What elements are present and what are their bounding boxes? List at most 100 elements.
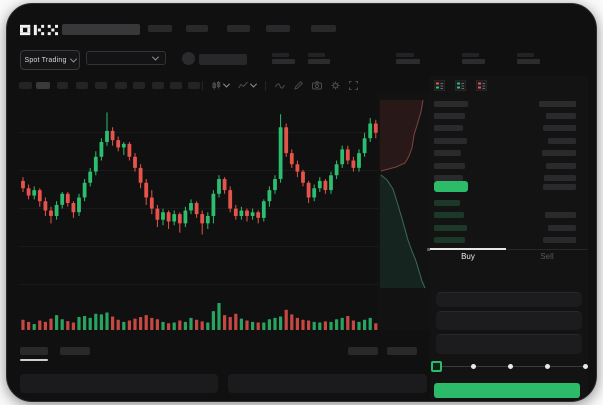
bid-price-bar [434, 237, 465, 244]
footer-block[interactable] [387, 347, 417, 355]
chevron-down-icon [249, 80, 258, 88]
orderbook-view-toggles [434, 80, 487, 91]
candles-svg[interactable] [18, 100, 380, 292]
chart-tools [202, 79, 358, 92]
pair-dropdown[interactable] [86, 51, 166, 65]
bid-row[interactable] [430, 222, 588, 234]
depth-svg[interactable] [378, 93, 434, 330]
ask-row[interactable] [430, 172, 588, 184]
orderbook-col-price [434, 101, 468, 107]
book-bids-toggle[interactable] [455, 80, 466, 91]
candle-style-button[interactable] [212, 80, 231, 90]
slider-stop-dot[interactable] [508, 364, 513, 369]
book-asks-toggle[interactable] [476, 80, 487, 91]
bid-price-bar [434, 224, 467, 231]
ticker-stat [272, 53, 302, 65]
nav-item[interactable] [227, 25, 250, 32]
interval-button[interactable] [133, 82, 145, 89]
bid-amount-bar [543, 237, 576, 244]
ask-amount-bar [542, 150, 576, 157]
bid-row[interactable] [430, 209, 588, 221]
ask-price-bar [434, 175, 463, 181]
interval-button[interactable] [57, 82, 68, 89]
buy-button[interactable] [434, 383, 580, 398]
ask-row[interactable] [430, 110, 588, 122]
chevron-down-icon [151, 53, 160, 61]
ask-amount-bar [546, 113, 576, 119]
footer-tab[interactable] [20, 347, 48, 355]
volume-svg[interactable] [18, 300, 380, 330]
bid-price-bar [434, 212, 464, 219]
trading-mode-label: Spot Trading [24, 56, 67, 64]
slider-stop-dot[interactable] [470, 364, 476, 369]
bottom-panel[interactable] [228, 374, 427, 393]
trading-mode-selector[interactable]: Spot Trading [20, 50, 80, 70]
ask-row[interactable] [430, 135, 588, 147]
nav-item[interactable] [186, 25, 208, 32]
divider [265, 80, 266, 91]
line-tool-icon[interactable] [275, 82, 285, 90]
footer-block[interactable] [348, 347, 378, 355]
interval-button[interactable] [19, 82, 32, 89]
interval-button[interactable] [36, 82, 50, 89]
ask-amount-bar [546, 162, 576, 169]
ask-amount-bar [548, 137, 576, 144]
footer-tab-underline [20, 359, 48, 361]
price-input[interactable] [436, 292, 582, 307]
draw-icon[interactable] [294, 81, 303, 90]
camera-icon[interactable] [312, 81, 322, 90]
slider-stop-dot[interactable] [582, 364, 588, 369]
divider [202, 80, 203, 91]
ask-row[interactable] [430, 147, 588, 159]
ticker-stat-label [462, 53, 479, 57]
okx-logo[interactable] [20, 24, 58, 36]
tab-buy[interactable]: Buy [461, 252, 475, 261]
interval-button[interactable] [95, 82, 107, 89]
ticker-stat [396, 53, 426, 65]
nav-item[interactable] [266, 25, 290, 32]
ask-row[interactable] [430, 122, 588, 134]
nav-item[interactable] [148, 25, 172, 32]
slider-stop-dot[interactable] [545, 364, 551, 369]
bottom-panel[interactable] [20, 374, 218, 393]
ask-row[interactable] [430, 160, 588, 172]
last-price-badge[interactable] [434, 181, 468, 192]
footer-tab[interactable] [60, 347, 90, 355]
bid-amount-bar [545, 212, 576, 219]
candlestick-chart[interactable] [18, 100, 380, 292]
slider-handle[interactable] [430, 361, 442, 372]
ticker-stat [517, 53, 547, 65]
bid-row[interactable] [430, 197, 588, 209]
indicators-button[interactable] [238, 80, 258, 90]
nav-item[interactable] [311, 25, 336, 32]
interval-button[interactable] [115, 82, 127, 89]
book-both-toggle[interactable] [434, 80, 445, 91]
coin-icon [182, 52, 195, 65]
ticker-stat-value [308, 59, 330, 64]
total-input[interactable] [436, 334, 582, 354]
gridline [19, 284, 378, 285]
ask-price-bar [434, 137, 467, 144]
depth-profile[interactable] [378, 93, 434, 330]
ticker-stat-value [272, 59, 295, 64]
ticker-stat-value [517, 59, 540, 64]
fullscreen-icon[interactable] [349, 81, 358, 90]
interval-button[interactable] [170, 82, 182, 89]
ticker-stat-value [396, 59, 420, 64]
chevron-down-icon [222, 80, 231, 88]
bid-row[interactable] [430, 234, 588, 246]
ask-price-bar [434, 150, 461, 157]
book-both-icon [434, 80, 445, 91]
interval-button[interactable] [76, 82, 88, 89]
amount-input[interactable] [436, 311, 582, 330]
tab-sell[interactable]: Sell [540, 252, 554, 261]
volume-chart[interactable] [18, 300, 380, 330]
interval-button[interactable] [188, 82, 200, 89]
search-input[interactable] [62, 24, 140, 35]
bid-price-bar [434, 200, 460, 206]
last-price-amount-bar [543, 184, 576, 190]
ask-price-bar [434, 162, 465, 169]
interval-button[interactable] [152, 82, 164, 89]
settings-icon[interactable] [331, 81, 340, 90]
orderbook-col-amount [539, 101, 576, 107]
